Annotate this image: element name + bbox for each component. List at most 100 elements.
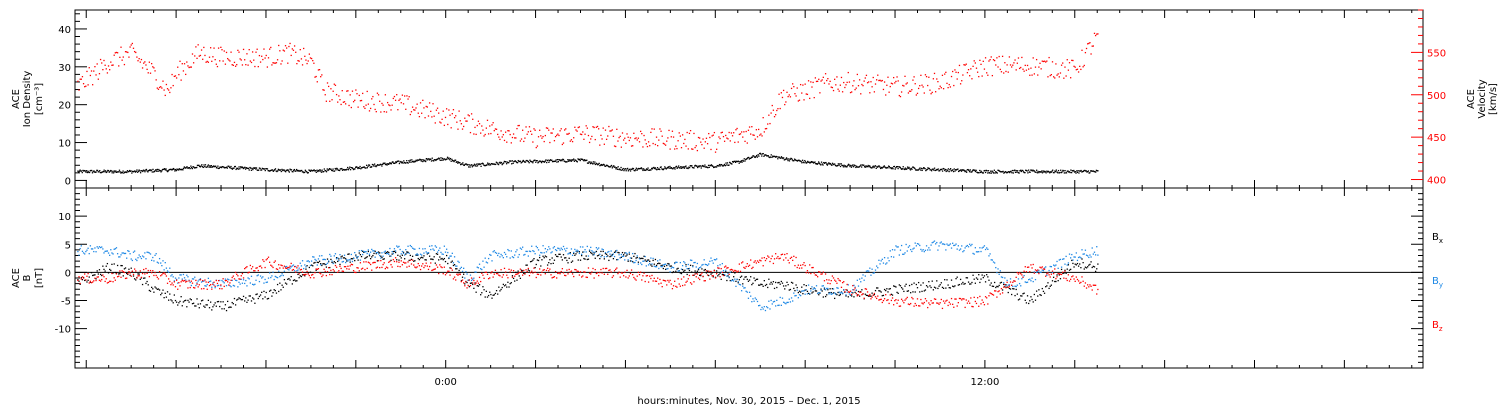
data-point — [313, 277, 315, 279]
data-point — [750, 133, 752, 135]
data-point — [237, 49, 239, 52]
data-point — [806, 161, 808, 164]
data-point — [288, 277, 290, 280]
data-point — [797, 297, 800, 299]
data-point — [694, 261, 696, 264]
data-point — [229, 282, 231, 284]
data-point — [205, 281, 207, 283]
data-point — [441, 159, 443, 161]
data-point — [602, 248, 604, 251]
data-point — [863, 166, 866, 168]
data-point — [835, 165, 837, 167]
data-point — [552, 247, 554, 249]
data-point — [688, 166, 690, 168]
data-point — [320, 171, 323, 173]
data-point — [111, 252, 113, 254]
data-point — [233, 278, 236, 280]
data-point — [586, 276, 588, 279]
data-point — [714, 166, 716, 168]
data-point — [890, 167, 892, 169]
data-point — [1070, 77, 1072, 79]
data-point — [1018, 282, 1021, 285]
data-point — [577, 270, 579, 273]
data-point — [953, 286, 955, 288]
data-point — [406, 252, 408, 254]
data-point — [334, 84, 337, 86]
data-point — [463, 267, 465, 269]
data-point — [376, 92, 379, 94]
data-point — [920, 248, 922, 251]
data-point — [1030, 280, 1032, 282]
data-point — [570, 139, 573, 141]
data-point — [658, 168, 660, 170]
data-point — [885, 289, 887, 292]
data-point — [86, 70, 88, 73]
data-point — [1057, 279, 1059, 282]
data-point — [263, 168, 266, 170]
data-point — [613, 255, 616, 258]
data-point — [706, 166, 708, 168]
data-point — [1024, 64, 1026, 67]
data-point — [683, 261, 685, 263]
data-point — [716, 270, 718, 272]
data-point — [826, 294, 828, 296]
data-point — [779, 157, 781, 159]
data-point — [495, 272, 498, 275]
data-point — [147, 251, 149, 254]
data-point — [650, 264, 652, 266]
data-point — [753, 300, 755, 302]
data-point — [120, 276, 122, 278]
data-point — [998, 273, 1000, 275]
data-point — [529, 250, 532, 253]
data-point — [669, 148, 671, 150]
data-point — [945, 287, 947, 289]
data-point — [885, 94, 887, 96]
data-point — [1057, 169, 1060, 172]
data-point — [81, 276, 84, 278]
data-point — [371, 98, 373, 100]
data-point — [1060, 171, 1063, 174]
data-point — [190, 165, 192, 167]
data-point — [316, 268, 318, 270]
data-point — [421, 254, 423, 256]
data-point — [659, 278, 661, 281]
data-point — [905, 283, 907, 285]
data-point — [1074, 256, 1076, 258]
data-point — [293, 270, 296, 272]
data-point — [173, 294, 175, 296]
data-point — [150, 286, 153, 289]
data-point — [990, 56, 992, 58]
data-point — [649, 275, 651, 277]
data-point — [154, 70, 156, 72]
data-point — [726, 162, 729, 164]
data-point — [553, 246, 556, 248]
data-point — [692, 167, 694, 169]
data-point — [408, 252, 410, 254]
data-point — [621, 168, 624, 171]
data-point — [322, 171, 324, 173]
data-point — [481, 162, 483, 165]
data-point — [979, 59, 981, 62]
data-point — [554, 270, 557, 273]
data-point — [392, 252, 394, 255]
data-point — [263, 168, 265, 170]
data-point — [464, 283, 466, 285]
data-point — [684, 138, 686, 141]
data-point — [618, 168, 621, 170]
data-point — [264, 169, 266, 172]
data-point — [966, 71, 969, 74]
data-point — [271, 265, 273, 267]
data-point — [616, 267, 618, 269]
data-point — [355, 254, 357, 256]
data-point — [997, 66, 999, 68]
data-point — [946, 243, 948, 245]
data-point — [893, 256, 895, 258]
data-point — [603, 143, 605, 145]
data-point — [787, 95, 789, 98]
data-point — [764, 128, 767, 130]
data-point — [972, 169, 974, 171]
data-point — [89, 74, 92, 77]
data-point — [383, 251, 385, 253]
data-point — [577, 250, 579, 252]
data-point — [115, 171, 118, 174]
